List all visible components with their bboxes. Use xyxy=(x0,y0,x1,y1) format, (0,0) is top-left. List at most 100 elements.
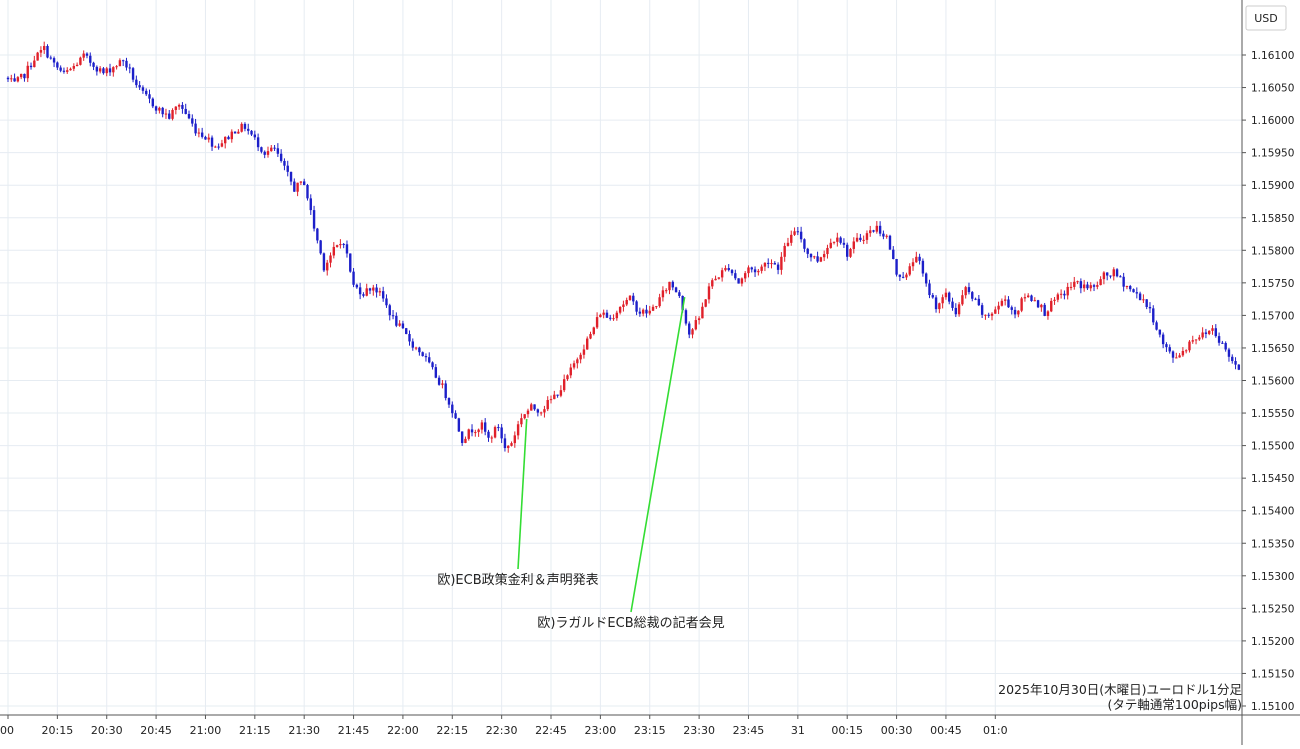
candle-body xyxy=(763,262,767,267)
candle-body xyxy=(483,422,487,432)
candle-body xyxy=(1234,361,1237,365)
candle-body xyxy=(559,390,563,396)
candle-body xyxy=(651,306,655,311)
candle-body xyxy=(302,181,306,186)
candle-body xyxy=(753,269,757,273)
candle-body xyxy=(737,278,740,284)
candle-body xyxy=(905,274,908,278)
candle-body xyxy=(135,79,138,86)
candle-body xyxy=(362,294,365,296)
candle-body xyxy=(451,404,454,414)
candle-body xyxy=(536,409,540,413)
candle-body xyxy=(253,134,257,138)
candle-body xyxy=(115,66,118,68)
candle-body xyxy=(1105,272,1109,276)
candle-body xyxy=(240,123,243,132)
candle-body xyxy=(177,104,181,107)
y-tick-label: 1.15150 xyxy=(1251,668,1294,680)
candle-body xyxy=(934,297,938,310)
candle-body xyxy=(329,255,332,263)
candle-body xyxy=(59,67,62,71)
candle-body xyxy=(1059,293,1063,295)
candle-body xyxy=(1043,304,1046,316)
candle-body xyxy=(10,78,13,80)
candle-body xyxy=(826,247,829,255)
candle-body xyxy=(26,65,29,79)
candle-body xyxy=(1036,300,1040,308)
candle-body xyxy=(13,78,16,82)
candle-body xyxy=(1148,306,1152,309)
candle-body xyxy=(52,58,56,63)
candle-body xyxy=(444,383,447,399)
candle-body xyxy=(1221,342,1224,344)
candle-body xyxy=(589,334,592,339)
candle-body xyxy=(168,113,171,119)
candle-body xyxy=(684,310,688,324)
candle-body xyxy=(1109,275,1112,277)
candle-body xyxy=(1066,286,1069,296)
y-tick-label: 1.16050 xyxy=(1251,83,1294,95)
candle-body xyxy=(1158,329,1162,335)
candle-body xyxy=(243,123,247,129)
candle-body xyxy=(572,363,576,368)
candle-body xyxy=(691,329,694,335)
candle-body xyxy=(207,137,210,140)
x-tick-label: 00:30 xyxy=(881,724,913,737)
candle-body xyxy=(210,137,214,147)
candle-body xyxy=(984,314,987,316)
currency-label: USD xyxy=(1254,12,1278,25)
candle-body xyxy=(1168,347,1171,352)
candle-body xyxy=(658,297,661,307)
candle-body xyxy=(95,66,99,72)
candle-body xyxy=(661,290,665,298)
x-tick-label: 22:15 xyxy=(436,724,468,737)
candle-body xyxy=(299,181,303,183)
candle-body xyxy=(1030,295,1033,301)
candle-body xyxy=(283,160,286,166)
candle-body xyxy=(645,309,648,314)
candle-body xyxy=(131,68,135,80)
candle-body xyxy=(36,52,39,61)
candle-body xyxy=(82,53,85,58)
y-tick-label: 1.15850 xyxy=(1251,213,1294,225)
candle-body xyxy=(256,137,260,148)
candle-body xyxy=(846,244,849,257)
candle-body xyxy=(391,315,395,317)
y-tick-label: 1.15800 xyxy=(1251,245,1294,257)
candle-body xyxy=(1194,339,1198,341)
candle-body xyxy=(1191,340,1194,342)
candle-body xyxy=(296,182,299,192)
candle-body xyxy=(79,57,82,65)
candle-body xyxy=(674,287,678,293)
candle-body xyxy=(500,427,503,439)
candle-body xyxy=(1115,269,1119,277)
candle-body xyxy=(418,347,421,353)
candle-body xyxy=(632,295,635,302)
candle-body xyxy=(322,253,326,271)
candle-body xyxy=(1201,332,1204,338)
y-tick-label: 1.15900 xyxy=(1251,180,1294,192)
candle-body xyxy=(520,418,523,425)
candle-body xyxy=(1214,328,1217,337)
candle-body xyxy=(349,253,352,272)
candle-body xyxy=(872,230,875,232)
candle-body xyxy=(1040,304,1043,308)
candle-body xyxy=(628,295,632,300)
candle-body xyxy=(556,394,559,396)
y-tick-label: 1.16100 xyxy=(1251,50,1294,62)
candle-body xyxy=(385,298,388,306)
candle-body xyxy=(543,409,546,413)
candle-body xyxy=(510,443,513,446)
candle-body xyxy=(586,338,589,350)
candle-body xyxy=(276,148,280,154)
candle-body xyxy=(901,276,905,278)
candle-body xyxy=(836,237,839,242)
y-tick-label: 1.15750 xyxy=(1251,278,1294,290)
candle-body xyxy=(326,262,329,271)
candle-body xyxy=(592,327,595,335)
annotation-label: 欧)ECB政策金利＆声明発表 xyxy=(437,572,598,588)
candle-body xyxy=(89,55,92,63)
currency-badge[interactable]: USD xyxy=(1245,5,1287,31)
candle-body xyxy=(1079,281,1083,289)
candle-body xyxy=(1237,364,1241,370)
